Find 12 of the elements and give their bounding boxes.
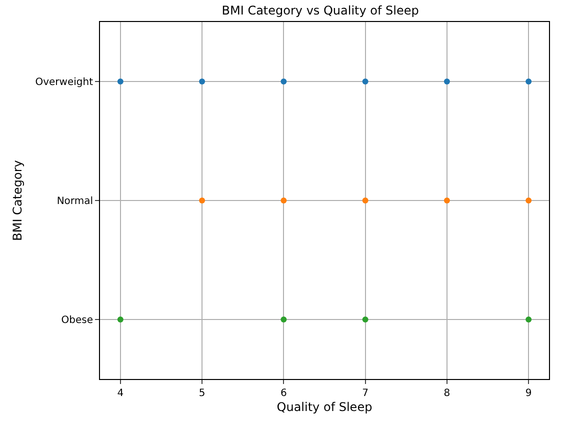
x-tick-label: 9 bbox=[525, 388, 532, 399]
x-tick-label: 6 bbox=[280, 388, 287, 399]
x-tick-label: 5 bbox=[198, 388, 206, 399]
y-tick-label: Overweight bbox=[35, 77, 94, 88]
x-tick-label: 4 bbox=[117, 388, 124, 399]
x-tick-label: 8 bbox=[444, 388, 450, 399]
chart-title: BMI Category vs Quality of Sleep bbox=[222, 4, 419, 18]
x-axis-title: Quality of Sleep bbox=[276, 400, 372, 414]
y-axis-title: BMI Category bbox=[10, 160, 25, 241]
y-tick-label: Normal bbox=[56, 196, 93, 207]
x-tick-label: 7 bbox=[362, 388, 369, 399]
y-tick-label: Obese bbox=[61, 315, 93, 326]
